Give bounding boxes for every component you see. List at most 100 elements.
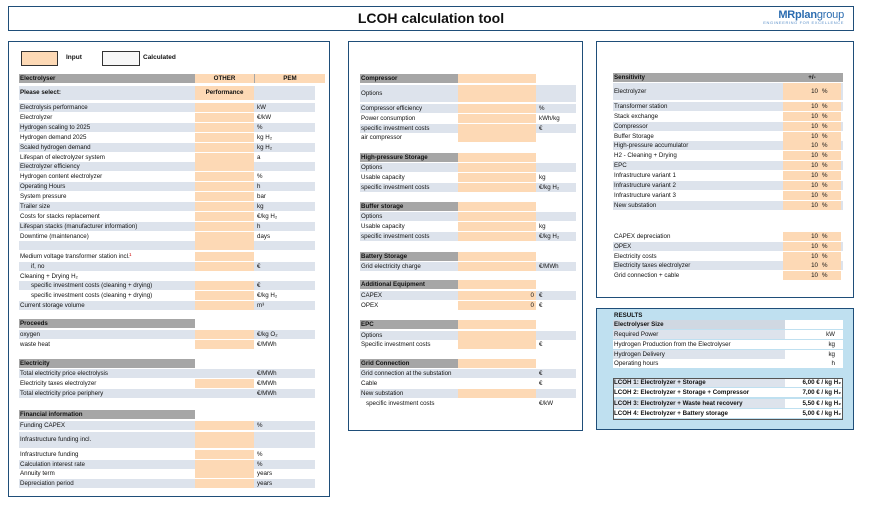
- buffer-storage-row-unit: kg: [539, 223, 546, 230]
- hp-storage-row-input[interactable]: [458, 163, 536, 172]
- sensitivity-input[interactable]: 10%: [783, 141, 841, 151]
- electrolyser-row-input[interactable]: [195, 132, 254, 142]
- sensitivity-input[interactable]: 10%: [783, 121, 841, 131]
- grid-electricity-charge-row-input[interactable]: [458, 262, 536, 271]
- sensitivity-input[interactable]: 10%: [783, 200, 841, 210]
- compressor-row: Compressor efficiency%: [360, 104, 576, 113]
- sensitivity-input[interactable]: 10%: [783, 232, 841, 241]
- please-select-row: Please select: Performance: [19, 86, 315, 100]
- battery-storage-header-input-cell[interactable]: [458, 252, 536, 261]
- hp-storage-header-input-cell[interactable]: [458, 153, 536, 162]
- electrolyser-row-input[interactable]: [195, 192, 254, 202]
- hp-storage-row-input[interactable]: [458, 173, 536, 182]
- buffer-storage-header-input-cell[interactable]: [458, 202, 536, 211]
- sensitivity-value: 10: [811, 252, 818, 260]
- additional-equipment-header-input-cell[interactable]: [458, 280, 536, 289]
- compressor-options-row-input[interactable]: [458, 85, 536, 102]
- sensitivity-input[interactable]: 10%: [783, 83, 841, 100]
- electrolyser-row-input[interactable]: [195, 231, 254, 241]
- electrolyser-row-input[interactable]: [195, 211, 254, 221]
- sensitivity-value: 10: [811, 201, 818, 209]
- lcoh-label: LCOH 1: Electrolyzer + Storage: [614, 379, 706, 386]
- sensitivity-input[interactable]: 10%: [783, 251, 841, 261]
- buffer-storage-row: Usable capacity kg: [360, 222, 576, 231]
- electrolyser-row-input[interactable]: [195, 162, 254, 172]
- proceeds-row: waste heat €/MWh: [19, 339, 315, 349]
- financial-row-unit: years: [257, 479, 273, 487]
- sensitivity-input[interactable]: 10%: [783, 161, 841, 171]
- hp-storage-row-unit: €/kg H₂: [539, 184, 560, 191]
- spec-inv-cleaning-row-input[interactable]: [195, 281, 254, 290]
- electrolyser-row-label: Electrolyzer: [20, 113, 53, 121]
- sensitivity-input[interactable]: 10%: [783, 102, 841, 111]
- compressor-row-input[interactable]: [458, 104, 536, 113]
- sensitivity-value: 10: [811, 103, 818, 110]
- financial-row-input[interactable]: [195, 478, 254, 488]
- compressor-row-input[interactable]: [458, 123, 536, 133]
- funding-capex-row-input[interactable]: [195, 421, 254, 430]
- electrolyser-row-input[interactable]: [195, 122, 254, 132]
- financial-row-input[interactable]: [195, 450, 254, 459]
- epc-spec-inv-row-input[interactable]: [458, 340, 536, 349]
- sensitivity-input[interactable]: 10%: [783, 190, 841, 200]
- sensitivity-row-label: Infrastructure variant 1: [614, 171, 676, 179]
- electrolyser-row-input[interactable]: [195, 221, 254, 231]
- electrolyser-row-input[interactable]: [195, 103, 254, 112]
- compressor-row-input[interactable]: [458, 113, 536, 123]
- epc-options-row-input[interactable]: [458, 331, 536, 340]
- col-pem[interactable]: PEM: [255, 74, 325, 83]
- legend-calculated-swatch: [102, 51, 140, 66]
- medium-voltage-row-input[interactable]: [195, 252, 254, 261]
- sensitivity-row-label: EPC: [614, 162, 627, 170]
- if-no-row-input[interactable]: [195, 262, 254, 271]
- buffer-storage-row-input[interactable]: [458, 232, 536, 241]
- electricity-row-label: Electricity taxes electrolyzer: [20, 380, 97, 388]
- sensitivity-input[interactable]: 10%: [783, 111, 841, 121]
- hp-storage-row-input[interactable]: [458, 183, 536, 192]
- sensitivity-input[interactable]: 10%: [783, 241, 841, 251]
- sensitivity-input[interactable]: 10%: [783, 131, 841, 141]
- sensitivity-row-label: CAPEX depreciation: [614, 233, 671, 240]
- electrolyser-row-input[interactable]: [195, 172, 254, 182]
- storage-volume-row-input[interactable]: [195, 300, 254, 310]
- additional-equipment-row-input[interactable]: 0: [458, 300, 536, 310]
- financial-row-input[interactable]: [195, 469, 254, 479]
- sensitivity-input[interactable]: 10%: [783, 271, 841, 281]
- buffer-storage-row-input[interactable]: [458, 222, 536, 231]
- electrolyser-row-input[interactable]: [195, 112, 254, 122]
- proceeds-row-input[interactable]: [195, 330, 254, 339]
- grid-new-substation-row-input[interactable]: [458, 389, 536, 398]
- sensitivity-input[interactable]: 10%: [783, 151, 841, 161]
- electrolyser-row-input[interactable]: [195, 202, 254, 211]
- hp-storage-row-unit: kg: [539, 174, 546, 181]
- compressor-header-input-cell[interactable]: [458, 74, 536, 83]
- compressor-row-input[interactable]: [458, 133, 536, 143]
- financial-row: Annuity term years: [19, 469, 315, 479]
- electrolyser-row-input[interactable]: [195, 142, 254, 152]
- electricity-header-label: Electricity: [20, 360, 50, 367]
- performance-select[interactable]: Performance: [195, 86, 254, 100]
- spec-inv-cleaning-row-2-input[interactable]: [195, 291, 254, 300]
- proceeds-row-input[interactable]: [195, 339, 254, 349]
- infra-funding-incl-input[interactable]: [195, 432, 254, 448]
- sensitivity-row-label: Infrastructure variant 3: [614, 191, 676, 199]
- buffer-storage-row-input[interactable]: [458, 212, 536, 221]
- electrolyser-row-label: Hydrogen demand 2025: [20, 133, 87, 141]
- sensitivity-input[interactable]: 10%: [783, 170, 841, 180]
- electrolyser-row-input[interactable]: [195, 152, 254, 162]
- electrolyser-row: Lifespan stacks (manufacturer informatio…: [19, 221, 315, 231]
- epc-header-input-cell[interactable]: [458, 320, 536, 329]
- col-other[interactable]: OTHER: [195, 74, 254, 83]
- sensitivity-input[interactable]: 10%: [783, 261, 841, 271]
- additional-equipment-row-input[interactable]: 0: [458, 291, 536, 300]
- electricity-row-input[interactable]: [195, 379, 254, 389]
- financial-row-input[interactable]: [195, 459, 254, 469]
- sensitivity-row-label: Electrolyzer: [614, 88, 647, 95]
- sensitivity-row: Buffer Storage 10%: [613, 131, 843, 141]
- additional-equipment-row-label: OPEX: [361, 301, 379, 309]
- electrolyser-row-label: Downtime (maintenance): [20, 232, 89, 240]
- sensitivity-input[interactable]: 10%: [783, 180, 841, 190]
- electrolyser-row-input[interactable]: [195, 182, 254, 192]
- grid-connection-header-input-cell[interactable]: [458, 359, 536, 368]
- blank-row-input[interactable]: [195, 241, 254, 250]
